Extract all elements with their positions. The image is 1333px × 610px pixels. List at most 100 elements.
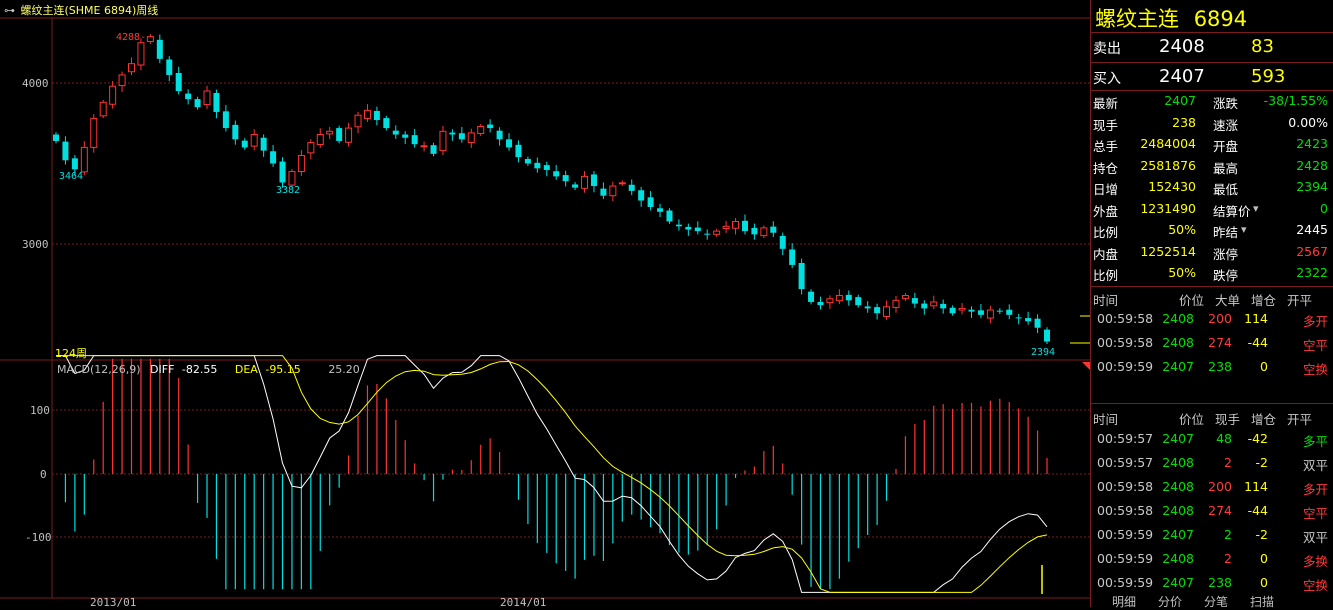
cell-price: 2408 (1162, 503, 1194, 518)
candle-body-down (336, 128, 343, 141)
candle-body-down (996, 310, 1003, 312)
candle-body-down (855, 297, 862, 306)
stats-row: 总手 2484004 开盘 2423 (1091, 135, 1333, 155)
stat-value: 2423 (1296, 136, 1328, 151)
candle-body-down (373, 111, 380, 121)
candle-body-down (694, 227, 701, 232)
candle-body-up (288, 171, 296, 186)
stat-value: 238 (1172, 114, 1196, 130)
candle-body-down (590, 174, 597, 187)
link-icon[interactable]: ⊶ (4, 4, 15, 17)
cell-vol: 2 (1224, 455, 1232, 470)
stat-value: 2394 (1296, 179, 1328, 194)
candle-body-down (845, 294, 852, 301)
dea-value: -95.15 (265, 363, 301, 376)
candle-body-up (581, 175, 589, 189)
cell-inc: 0 (1260, 575, 1268, 590)
candle-body-up (363, 109, 371, 119)
cell-time: 00:59:58 (1097, 335, 1154, 350)
stat-label: 持仓 (1093, 160, 1119, 176)
column-header: 价位 (1179, 293, 1205, 308)
cell-vol: 48 (1216, 431, 1232, 446)
cell-type: 多开 (1302, 482, 1328, 497)
candle-body-up (420, 145, 428, 148)
macd-axis-label-0: 0 (40, 468, 47, 481)
candle-body-up (883, 306, 891, 317)
cell-inc: 0 (1260, 359, 1268, 374)
candle-body-up (713, 230, 721, 235)
stat-label: 日增 (1093, 182, 1119, 197)
stat-label: 最低 (1213, 182, 1239, 197)
candle-body-down (185, 93, 192, 100)
buy-price: 2407 (1159, 66, 1205, 87)
cell-price: 2407 (1162, 359, 1194, 374)
chart-area[interactable]: ⊶ 螺纹主连(SHME 6894)周线 4000 3000 4288- 3464… (0, 0, 1090, 609)
quote-panel: 螺纹主连 6894 卖出 2408 83 买入 2407 593 最新 2407 涨… (1090, 0, 1333, 607)
cell-inc: 114 (1244, 311, 1268, 326)
tab-price-distribution[interactable]: 分价 (1158, 595, 1183, 609)
candle-body-down (921, 303, 928, 309)
macd-legend: MACD(12,26,9) DIFF -82.55 DEA -95.15 25.… (57, 363, 360, 376)
candle-body-down (647, 197, 654, 207)
tab-detail[interactable]: 明细 (1112, 595, 1137, 609)
candle-body-up (307, 142, 315, 154)
cell-time: 00:59:57 (1097, 431, 1154, 446)
cell-vol: 274 (1208, 335, 1232, 350)
candle-body-up (354, 114, 362, 128)
candle-body-down (222, 111, 229, 129)
cell-time: 00:59:59 (1097, 575, 1154, 590)
candle-body-down (940, 303, 947, 309)
quote-title: 螺纹主连 6894 (1095, 3, 1247, 33)
stats-row: 持仓 2581876 最高 2428 (1091, 157, 1333, 177)
cell-type: 多开 (1302, 314, 1328, 329)
cell-time: 00:59:59 (1097, 551, 1154, 566)
cell-type: 空换 (1302, 362, 1328, 377)
stat-label: 外盘 (1093, 203, 1119, 219)
stat-label: 涨跌 (1213, 96, 1239, 111)
stat-label: 现手 (1093, 117, 1119, 133)
candle-body-up (892, 299, 900, 308)
candle-body-up (760, 227, 768, 237)
candle-body-down (949, 307, 956, 314)
stat-label: 总手 (1093, 139, 1119, 154)
stat-value: 2484004 (1140, 136, 1196, 151)
stat-value: 2445 (1296, 222, 1328, 237)
stat-value: 2567 (1296, 243, 1328, 259)
last-low-annotation: 2394 (1031, 347, 1056, 358)
buy-label: 买入 (1093, 71, 1121, 87)
stat-value: 50% (1168, 265, 1196, 280)
candle-body-up (345, 127, 353, 143)
cell-inc: 0 (1260, 551, 1268, 566)
dropdown-arrow-icon[interactable]: ▾ (1253, 201, 1259, 215)
candle-body-up (297, 154, 305, 173)
column-header: 开平 (1287, 412, 1313, 427)
candle-body-down (213, 92, 220, 112)
candle-body-down (449, 132, 456, 135)
tab-scan[interactable]: 扫描 (1250, 595, 1275, 609)
stat-value: 2407 (1164, 93, 1196, 108)
cell-type: 空平 (1302, 506, 1328, 521)
kline-chart[interactable] (0, 0, 1090, 607)
cell-type: 多换 (1302, 554, 1328, 569)
cell-time: 00:59:59 (1097, 527, 1154, 542)
cell-price: 2407 (1162, 527, 1194, 542)
dropdown-arrow-icon[interactable]: ▾ (1241, 223, 1247, 236)
candle-body-up (439, 130, 447, 152)
tab-ticks[interactable]: 分笔 (1204, 595, 1229, 609)
cell-vol: 2 (1224, 551, 1232, 566)
candle-body-down (1015, 317, 1022, 319)
stat-label: 昨结 (1213, 225, 1239, 240)
stat-label: 涨停 (1213, 246, 1239, 262)
candle-body-down (638, 190, 645, 201)
cell-price: 2408 (1162, 551, 1194, 566)
candle-body-down (798, 262, 805, 290)
candle-body-down (685, 226, 692, 230)
stat-label: 结算价 (1213, 203, 1251, 219)
buy-row: 买入 2407 593 (1091, 66, 1333, 90)
candle-body-up (80, 146, 88, 173)
candle-body-up (618, 182, 626, 185)
candle-body-down (741, 220, 748, 232)
stats-row: 日增 152430 最低 2394 (1091, 178, 1333, 198)
stats-row: 最新 2407 涨跌 -38/1.55% (1091, 92, 1333, 112)
candle-body-down (675, 224, 682, 227)
